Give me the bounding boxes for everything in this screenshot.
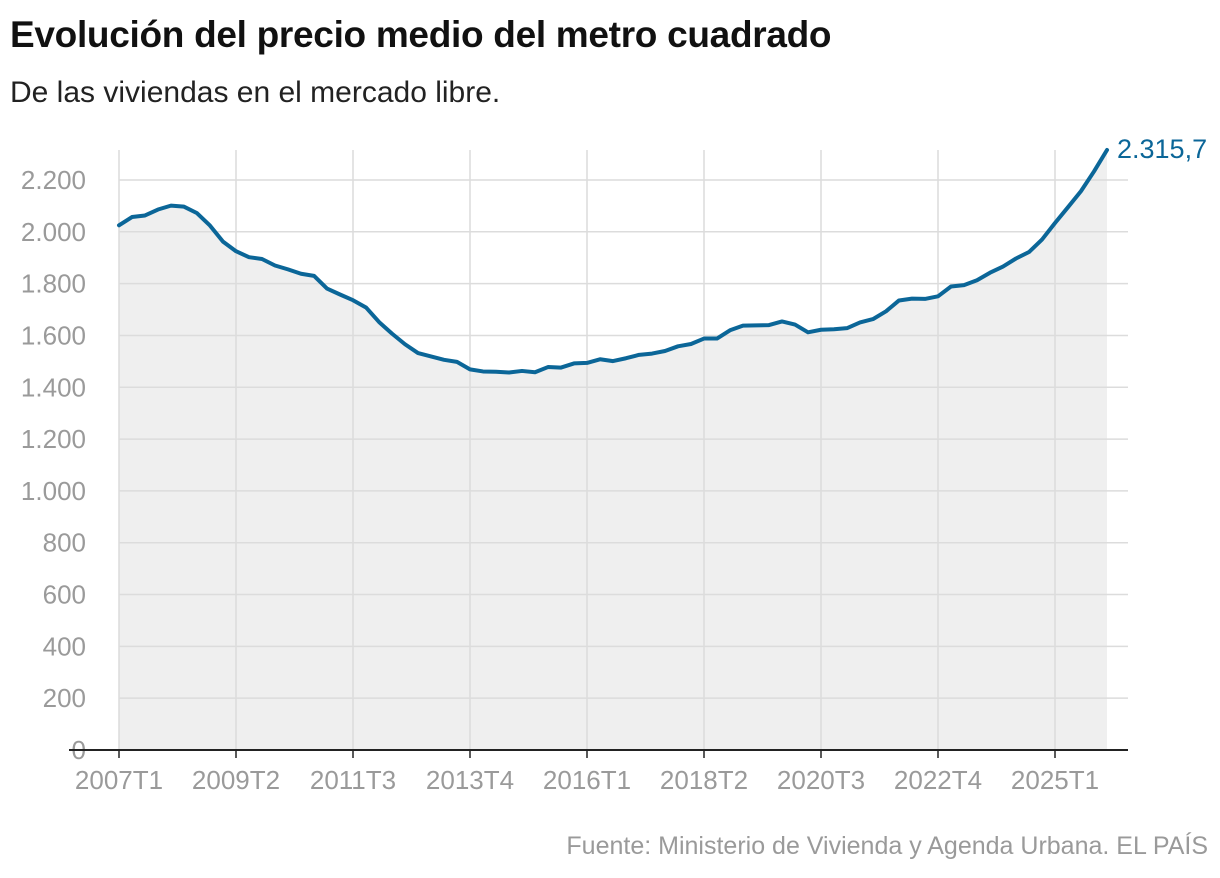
- x-tick-label: 2009T2: [192, 765, 280, 795]
- x-tick-label: 2018T2: [660, 765, 748, 795]
- chart-subtitle: De las viviendas en el mercado libre.: [10, 76, 501, 109]
- x-tick-label: 2022T4: [894, 765, 982, 795]
- y-tick-label: 1.200: [21, 424, 86, 454]
- y-tick-label: 2.200: [21, 165, 86, 195]
- price-series-line: [117, 148, 1109, 375]
- x-tick-label: 2011T3: [310, 765, 396, 795]
- y-tick-label: 800: [43, 528, 86, 558]
- x-tick-label: 2013T4: [426, 765, 514, 795]
- y-tick-label: 400: [43, 631, 86, 661]
- y-tick-label: 1.800: [21, 269, 86, 299]
- x-tick-label: 2020T3: [777, 765, 865, 795]
- y-tick-label: 2.000: [21, 217, 86, 247]
- x-tick-label: 2007T1: [75, 765, 163, 795]
- y-tick-label: 200: [43, 683, 86, 713]
- chart-title: Evolución del precio medio del metro cua…: [10, 14, 832, 55]
- x-tick-label: 2016T1: [543, 765, 631, 795]
- y-tick-label: 1.400: [21, 372, 86, 402]
- y-tick-label: 1.600: [21, 320, 86, 350]
- y-tick-label: 1.000: [21, 476, 86, 506]
- end-value-label: 2.315,7: [1117, 134, 1207, 164]
- y-tick-label: 600: [43, 580, 86, 610]
- source-note: Fuente: Ministerio de Vivienda y Agenda …: [566, 832, 1208, 860]
- area-fill: [119, 150, 1107, 750]
- x-tick-label: 2025T1: [1011, 765, 1099, 795]
